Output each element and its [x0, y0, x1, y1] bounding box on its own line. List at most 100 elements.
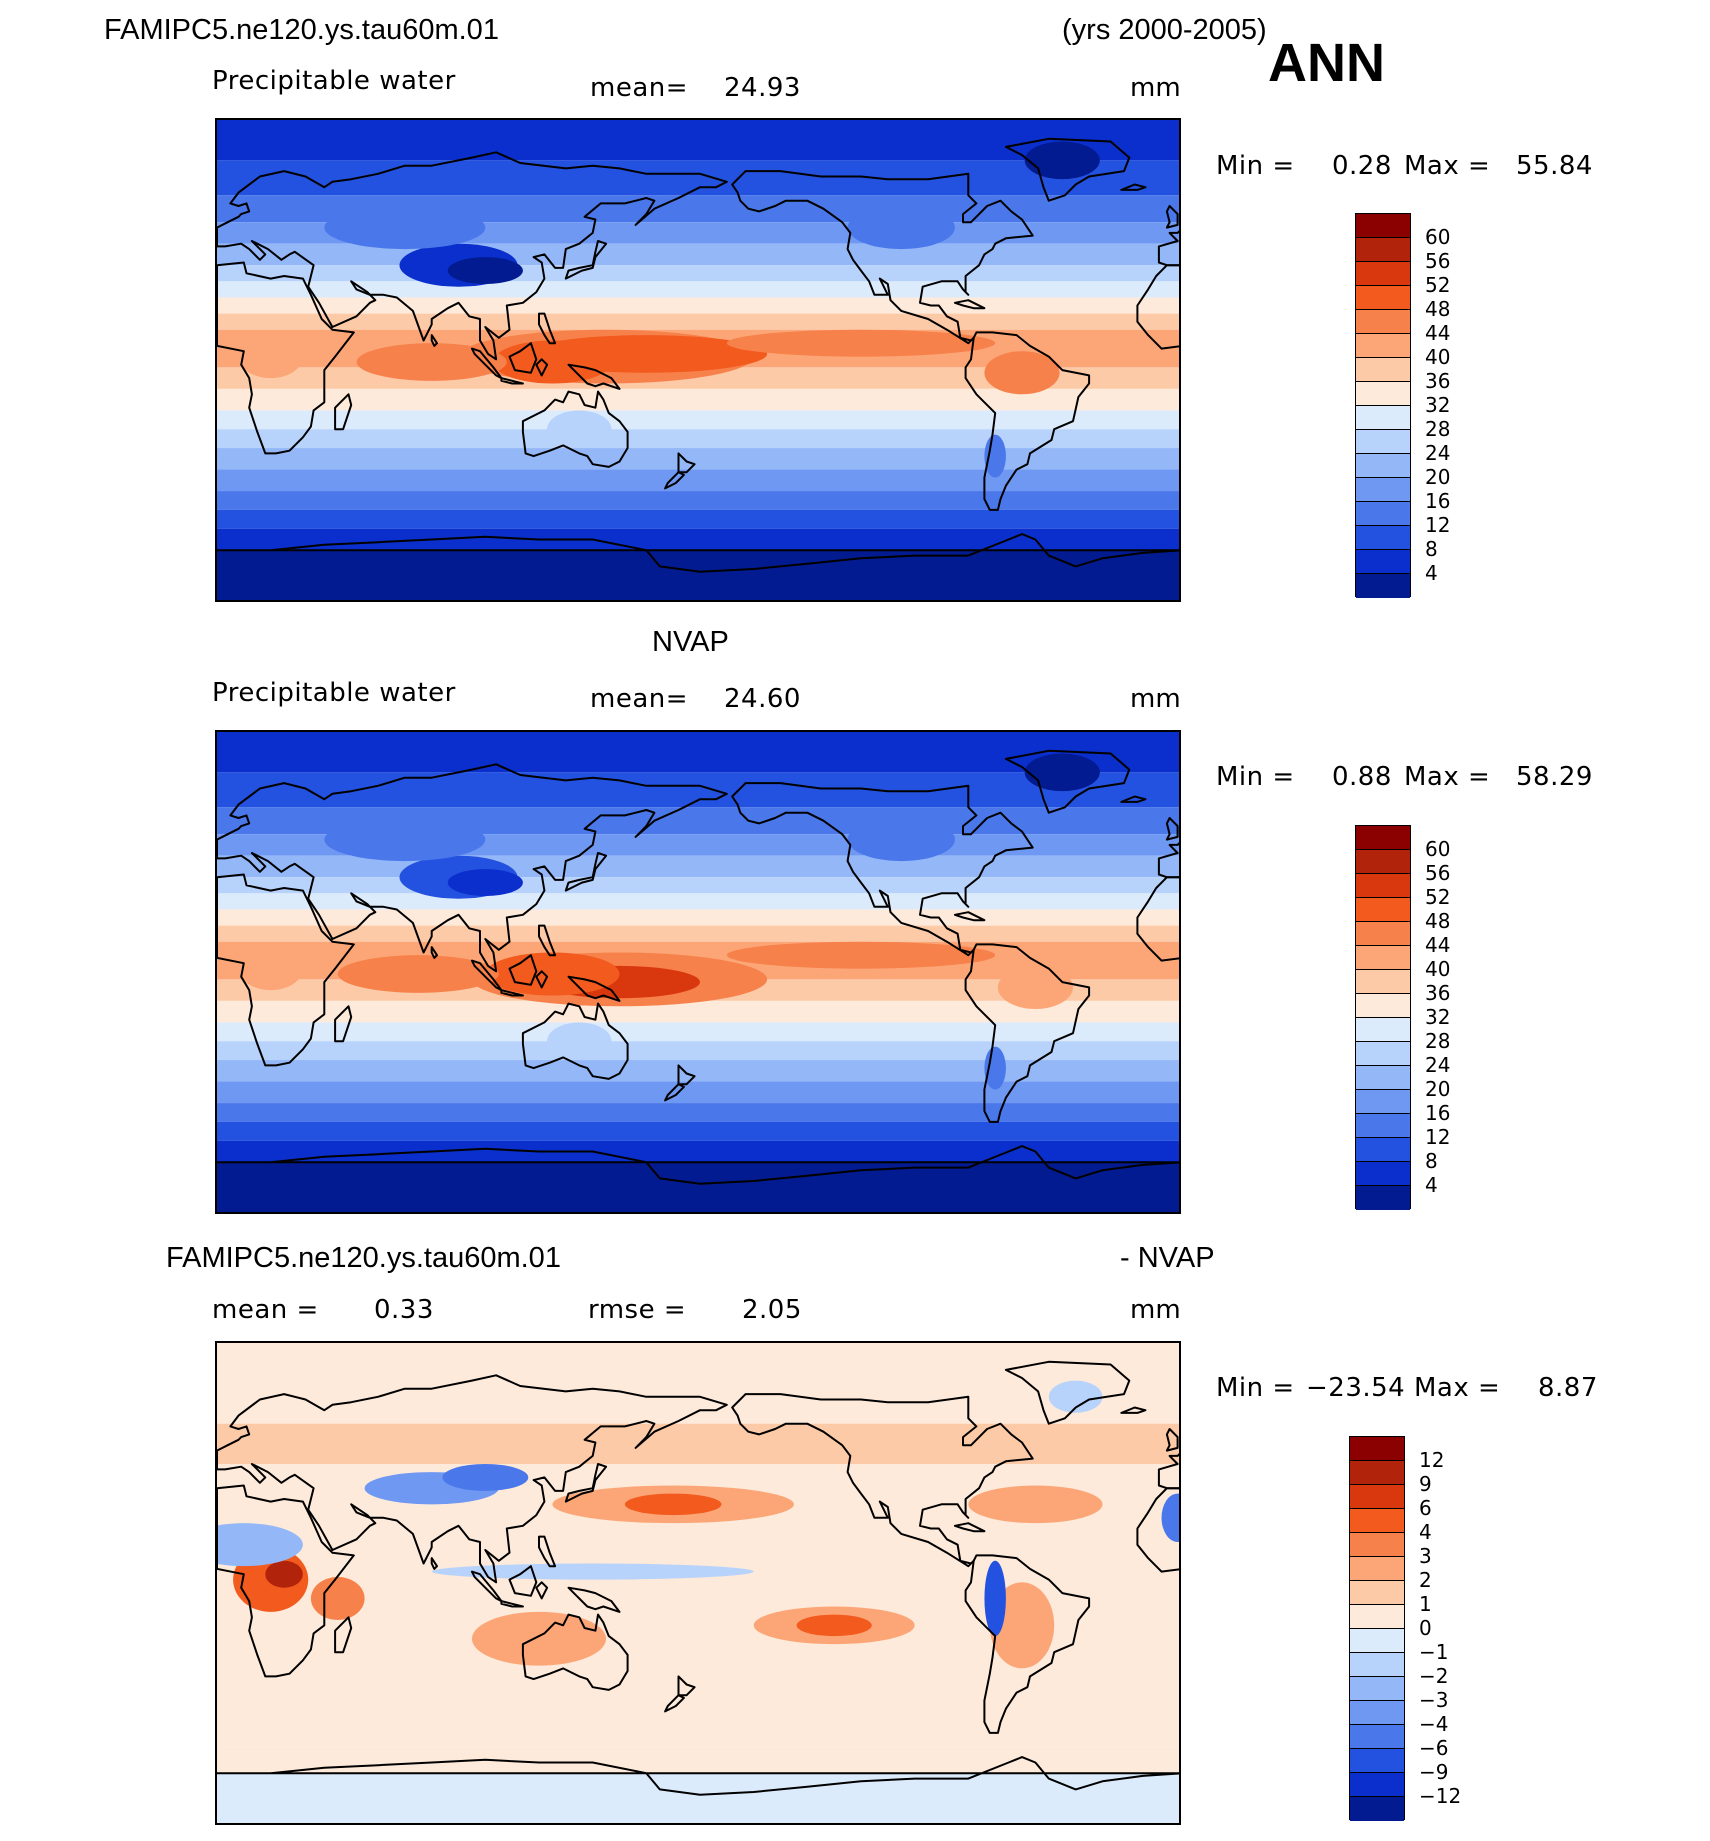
colorbar-swatches [1355, 213, 1411, 598]
contour-feature [1024, 141, 1100, 180]
contour-feature [1161, 1493, 1179, 1542]
colorbar-swatch [1356, 994, 1410, 1018]
contour-band [217, 1746, 1179, 1774]
contour-feature [337, 955, 499, 993]
colorbar-swatch [1356, 1018, 1410, 1042]
colorbar-level-label: 44 [1425, 321, 1451, 345]
coastline [430, 1557, 438, 1570]
coastline [677, 1064, 696, 1086]
contour-feature [324, 818, 486, 862]
colorbar-swatch [1350, 1677, 1404, 1701]
contour-feature [310, 1576, 365, 1620]
coastline [953, 299, 986, 310]
panel2-variable: Precipitable water [212, 678, 456, 708]
colorbar-level-label: −2 [1419, 1664, 1449, 1688]
panel1-variable: Precipitable water [212, 66, 456, 96]
coastline [677, 1675, 696, 1697]
coastline [500, 989, 524, 997]
colorbar-swatch [1356, 358, 1410, 382]
colorbar-swatch [1350, 1581, 1404, 1605]
colorbar-swatch [1350, 1749, 1404, 1773]
coastline [521, 390, 629, 468]
contour-band [217, 160, 1179, 196]
colorbar-level-label: 32 [1425, 393, 1451, 417]
contour-feature [984, 351, 1060, 395]
coastline [470, 959, 503, 992]
contour-feature [547, 1022, 612, 1061]
colorbar-swatch [1356, 1186, 1410, 1210]
colorbar-swatch [1356, 430, 1410, 454]
coastline [964, 1554, 1091, 1734]
coastline [964, 943, 1091, 1123]
panel2-mean-label: mean= [590, 684, 689, 714]
colorbar-swatch [1356, 1138, 1410, 1162]
contour-feature [442, 1464, 529, 1491]
panel3-min-value: −23.54 [1306, 1373, 1406, 1403]
coastline [953, 1522, 986, 1533]
panel2-map [215, 730, 1181, 1214]
colorbar-level-label: 8 [1425, 537, 1438, 561]
colorbar-swatch [1356, 502, 1410, 526]
coastline [567, 975, 621, 1002]
panel1-max-label: Max = [1404, 151, 1491, 181]
coastline [508, 954, 538, 986]
contour-band [217, 1773, 1179, 1823]
colorbar-swatch [1350, 1773, 1404, 1797]
coastline [217, 533, 1179, 573]
colorbar-swatch [1350, 1461, 1404, 1485]
contour-feature [447, 257, 523, 285]
contour-band [217, 297, 1179, 314]
contour-feature [984, 1560, 1006, 1637]
colorbar-level-label: 36 [1425, 369, 1451, 393]
colorbar-level-label: 6 [1419, 1496, 1432, 1520]
contour-feature [265, 1560, 303, 1588]
panel3-title-left: FAMIPC5.ne120.ys.tau60m.01 [166, 1242, 561, 1274]
colorbar-level-label: 24 [1425, 1053, 1451, 1077]
colorbar-swatch [1356, 850, 1410, 874]
panel2-title: NVAP [652, 626, 729, 658]
coastline [567, 1586, 621, 1613]
colorbar-level-label: 32 [1425, 1005, 1451, 1029]
contour-feature [238, 947, 303, 991]
coastline [1157, 1453, 1179, 1490]
colorbar-level-label: 0 [1419, 1616, 1432, 1640]
contour-feature [324, 206, 486, 250]
panel2-mean-value: 24.60 [724, 684, 801, 714]
coastline [535, 970, 549, 989]
contour-feature [984, 434, 1006, 478]
colorbar-level-label: 12 [1425, 1125, 1451, 1149]
panel1-units: mm [1130, 73, 1181, 103]
panel2-max-value: 58.29 [1516, 762, 1593, 792]
coastline [564, 1463, 608, 1503]
coastline [1004, 1360, 1131, 1425]
contour-feature [1024, 753, 1100, 792]
colorbar-level-label: 12 [1425, 513, 1451, 537]
coastline [964, 331, 1091, 511]
panel3-map [215, 1341, 1181, 1825]
colorbar-level-label: −4 [1419, 1712, 1449, 1736]
colorbar-swatch [1356, 382, 1410, 406]
contour-band [217, 550, 1179, 600]
colorbar-swatch [1356, 1114, 1410, 1138]
colorbar-swatch [1356, 454, 1410, 478]
coastline [538, 924, 557, 957]
contour-feature [624, 1493, 722, 1516]
colorbar-level-label: 44 [1425, 933, 1451, 957]
colorbar-swatch [1350, 1437, 1404, 1461]
coastline [470, 347, 503, 380]
coastline [1165, 205, 1179, 229]
coastline [731, 170, 1034, 345]
coastline [1136, 876, 1179, 962]
colorbar-swatches [1355, 825, 1411, 1210]
contour-feature [968, 1485, 1103, 1524]
coastline [1165, 817, 1179, 841]
coastline [538, 1535, 557, 1568]
coastline [1165, 1428, 1179, 1452]
colorbar-level-label: 48 [1425, 909, 1451, 933]
coastline [217, 1756, 1179, 1796]
coastline [521, 1002, 629, 1080]
colorbar-level-label: 40 [1425, 345, 1451, 369]
contour-band [217, 1081, 1179, 1104]
panel1-max-value: 55.84 [1516, 151, 1593, 181]
contour-feature [726, 941, 996, 969]
